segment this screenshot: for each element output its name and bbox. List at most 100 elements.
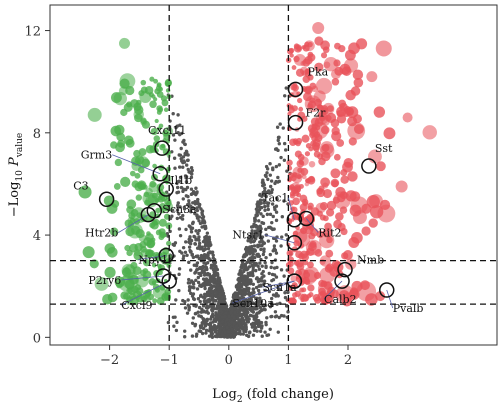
- point-ns: [210, 289, 214, 293]
- point-ns: [239, 332, 243, 336]
- point-down: [106, 246, 118, 258]
- point-up: [331, 78, 340, 86]
- point-up: [326, 263, 334, 272]
- gene-circle: [161, 273, 177, 289]
- point-ns: [253, 306, 258, 310]
- point-ns: [197, 271, 201, 276]
- point-ns: [248, 273, 252, 277]
- point-ns: [185, 311, 190, 315]
- point-ns: [205, 253, 210, 257]
- point-up: [340, 227, 348, 236]
- point-up: [375, 40, 392, 57]
- point-ns: [205, 267, 209, 272]
- point-ns: [198, 221, 203, 226]
- point-up: [365, 293, 378, 306]
- point-ns: [265, 316, 269, 320]
- point-ns: [244, 253, 249, 257]
- point-up: [307, 41, 313, 48]
- gene-label: Cxcl9: [121, 299, 152, 312]
- point-up: [288, 297, 297, 305]
- point-up: [375, 161, 386, 172]
- point-ns: [283, 291, 287, 295]
- point-down: [150, 237, 156, 243]
- x-tick-label: −2: [100, 353, 119, 368]
- point-ns: [246, 334, 251, 339]
- point-up: [343, 106, 352, 114]
- point-up: [343, 58, 359, 73]
- point-ns: [255, 209, 259, 213]
- point-down: [120, 108, 128, 117]
- point-down: [158, 86, 163, 92]
- point-ns: [251, 287, 255, 291]
- point-ns: [254, 296, 258, 301]
- point-ns: [283, 295, 288, 300]
- point-up: [308, 242, 317, 252]
- point-ns: [203, 265, 208, 269]
- point-down: [143, 191, 150, 198]
- point-ns: [264, 164, 269, 169]
- point-ns: [249, 231, 254, 236]
- point-ns: [230, 309, 234, 313]
- point-ns: [241, 332, 246, 336]
- point-up: [333, 219, 342, 229]
- point-ns: [184, 227, 188, 232]
- point-down: [126, 101, 133, 108]
- point-ns: [223, 322, 228, 326]
- point-ns: [172, 156, 177, 160]
- point-ns: [243, 313, 247, 317]
- point-ns: [177, 212, 181, 216]
- point-ns: [282, 199, 286, 203]
- point-down: [150, 127, 158, 136]
- point-ns: [209, 293, 214, 298]
- point-up: [301, 134, 310, 143]
- point-ns: [251, 268, 255, 273]
- point-ns: [182, 254, 186, 258]
- point-ns: [193, 242, 197, 246]
- point-ns: [274, 210, 279, 214]
- point-up: [331, 180, 339, 188]
- point-ns: [207, 287, 212, 292]
- point-up: [336, 110, 344, 117]
- gene-label: P2ry6: [88, 274, 121, 287]
- point-up: [336, 193, 346, 203]
- gene-leader: [121, 280, 170, 306]
- point-ns: [235, 295, 240, 299]
- point-up: [319, 290, 327, 298]
- points-layer: [78, 22, 437, 339]
- point-ns: [201, 304, 206, 308]
- point-ns: [237, 282, 242, 287]
- point-ns: [277, 135, 281, 140]
- point-ns: [177, 272, 181, 277]
- point-ns: [188, 248, 192, 253]
- point-ns: [235, 308, 240, 312]
- point-ns: [186, 298, 190, 302]
- point-ns: [195, 287, 200, 291]
- point-ns: [203, 278, 207, 282]
- point-ns: [214, 311, 218, 315]
- point-down: [161, 99, 169, 107]
- point-ns: [175, 216, 180, 221]
- point-ns: [259, 205, 264, 210]
- point-up: [322, 188, 333, 199]
- point-ns: [259, 320, 264, 325]
- point-ns: [245, 260, 249, 265]
- point-ns: [261, 214, 265, 219]
- point-ns: [263, 186, 267, 191]
- point-ns: [187, 199, 191, 203]
- point-down: [133, 149, 141, 158]
- point-ns: [260, 334, 264, 338]
- gene-circle: [286, 273, 303, 289]
- point-up: [320, 125, 330, 135]
- point-ns: [200, 321, 204, 325]
- point-ns: [266, 204, 270, 208]
- point-ns: [271, 167, 275, 172]
- point-ns: [187, 305, 191, 309]
- gene-label: Rit2: [318, 226, 341, 239]
- point-down: [135, 287, 144, 295]
- point-ns: [184, 194, 189, 198]
- point-ns: [218, 309, 223, 313]
- point-ns: [279, 244, 283, 248]
- point-up: [341, 252, 349, 260]
- gene-leader: [262, 280, 295, 288]
